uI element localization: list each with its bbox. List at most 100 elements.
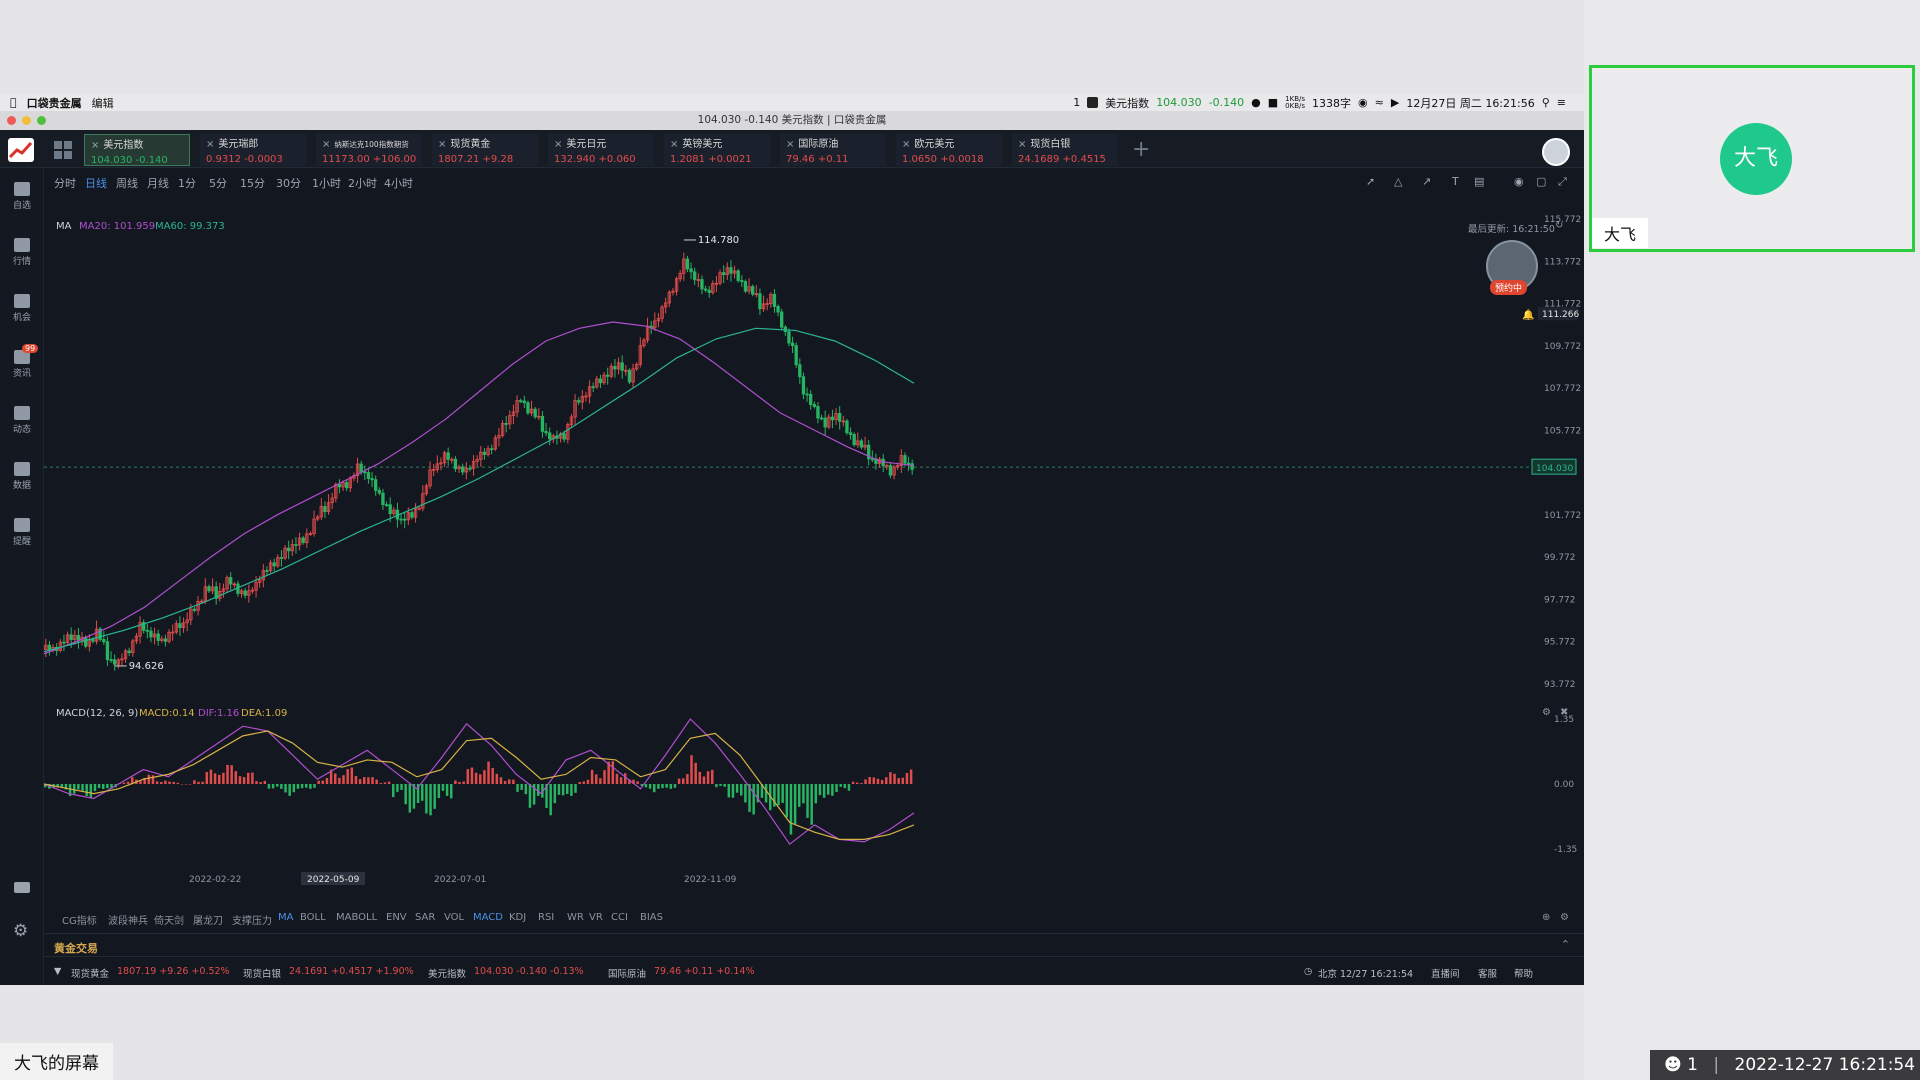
indicator-settings-icon[interactable]: ⚙ xyxy=(1542,707,1551,718)
apple-icon[interactable]:  xyxy=(10,96,17,109)
indicator-gear-icon[interactable]: ⚙ xyxy=(1560,912,1569,923)
indicator-tab[interactable]: CG指标 xyxy=(62,916,97,927)
mic-icon[interactable]: ◉ xyxy=(1358,96,1368,109)
symbol-tab[interactable]: × 现货黄金 1807.21 +9.28 xyxy=(432,134,538,166)
status-item-name[interactable]: 现货黄金 xyxy=(71,969,110,980)
collapse-chevron-icon[interactable]: ⌃ xyxy=(1560,938,1570,951)
settings-gear-icon[interactable]: ⚙ xyxy=(13,921,29,941)
draw-line-icon[interactable]: ➚ xyxy=(1366,175,1376,188)
tab-close-icon[interactable]: × xyxy=(91,140,100,151)
indicator-tab[interactable]: VOL xyxy=(444,912,465,923)
price-chart[interactable]: 115.772 113.772 111.772 109.772 107.772 105.7… xyxy=(44,194,1584,694)
help-link[interactable]: 帮助 xyxy=(1514,969,1534,980)
indicator-close-icon[interactable]: ✖ xyxy=(1560,707,1569,718)
indicator-tab[interactable]: VR xyxy=(589,912,603,923)
indicator-tab[interactable]: BIAS xyxy=(640,912,663,923)
status-item-name[interactable]: 现货白银 xyxy=(243,969,282,980)
symbol-tab[interactable]: × 美元指数 104.030 -0.140 xyxy=(84,134,190,166)
sidebar-item[interactable]: 行情 xyxy=(0,232,44,278)
user-avatar[interactable] xyxy=(1542,138,1570,166)
alert-bell-icon[interactable]: 🔔 xyxy=(1522,309,1534,321)
indicator-tab[interactable]: 支撑压力 xyxy=(232,916,272,927)
trash-icon[interactable]: ▢ xyxy=(1536,175,1547,188)
grid-menu-icon[interactable] xyxy=(54,141,72,159)
indicator-tab[interactable]: 波段神兵 xyxy=(108,916,148,927)
ma-label[interactable]: MA xyxy=(56,221,72,232)
period-tab[interactable]: 4小时 xyxy=(384,177,413,190)
volume-icon[interactable]: ▶ xyxy=(1390,96,1400,109)
macd-chart[interactable]: 1.35 0.00 -1.35 2022-02-22 2022-05-09 2022-07… xyxy=(44,699,1584,889)
indicator-tab[interactable]: WR xyxy=(567,912,584,923)
eye-icon[interactable]: ◉ xyxy=(1514,175,1524,188)
period-tab[interactable]: 月线 xyxy=(147,177,169,190)
sidebar-item[interactable]: 机会 xyxy=(0,288,44,334)
tab-close-icon[interactable]: × xyxy=(554,139,563,150)
period-tab[interactable]: 1小时 xyxy=(312,177,341,190)
trade-section-header[interactable]: 黄金交易 ⌃ xyxy=(44,933,1584,957)
period-tab[interactable]: 15分 xyxy=(240,177,265,190)
layout-icon[interactable]: ▤ xyxy=(1474,175,1485,188)
indicator-tab[interactable]: BOLL xyxy=(300,912,326,923)
symbol-tab[interactable]: × 纳斯达克100指数期货 11173.00 +106.00 xyxy=(316,134,422,166)
indicator-tab[interactable]: MACD xyxy=(473,912,503,923)
control-center-icon[interactable]: ≡ xyxy=(1556,96,1566,109)
period-tab[interactable]: 周线 xyxy=(116,177,138,190)
refresh-icon[interactable]: ↻ xyxy=(1555,220,1564,231)
wifi-icon[interactable]: ≈ xyxy=(1374,96,1384,109)
period-tab[interactable]: 5分 xyxy=(209,177,227,190)
symbol-tab[interactable]: × 美元日元 132.940 +0.060 xyxy=(548,134,654,166)
tab-close-icon[interactable]: × xyxy=(438,139,447,150)
fullscreen-icon[interactable]: ⤢ xyxy=(1558,175,1567,188)
sidebar-item[interactable]: 自选 xyxy=(0,176,44,222)
add-indicator-icon[interactable]: ⊕ xyxy=(1542,912,1551,923)
symbol-tab[interactable]: × 英镑美元 1.2081 +0.0021 xyxy=(664,134,770,166)
sidebar-item[interactable]: 提醒 xyxy=(0,512,44,558)
chart-icon[interactable] xyxy=(1087,97,1099,108)
indicator-tab[interactable]: MABOLL xyxy=(336,912,378,923)
participants-icon[interactable]: ☻ xyxy=(1664,1055,1682,1075)
tab-close-icon[interactable]: × xyxy=(322,139,331,150)
symbol-tab[interactable]: × 美元瑞郎 0.9312 -0.0003 xyxy=(200,134,306,166)
sidebar-item[interactable]: 资讯 99 xyxy=(0,344,44,390)
sidebar-item[interactable]: 数据 xyxy=(0,456,44,502)
menubar-clock[interactable]: 12月27日 周二 16:21:56 xyxy=(1406,96,1535,110)
indicator-tab[interactable]: 屠龙刀 xyxy=(193,916,223,927)
indicator-tab[interactable]: CCI xyxy=(611,912,628,923)
live-badge[interactable]: 预约中 xyxy=(1490,280,1528,295)
symbol-tab[interactable]: × 现货白银 24.1689 +0.4515 xyxy=(1012,134,1118,166)
bell-icon[interactable]: ■ xyxy=(1267,96,1279,109)
menu-app-name[interactable]: 口袋贵金属 xyxy=(20,96,82,110)
indicator-tab[interactable]: RSI xyxy=(538,912,555,923)
period-tab[interactable]: 1分 xyxy=(178,177,196,190)
search-icon[interactable]: ⚲ xyxy=(1541,96,1550,109)
period-tab[interactable]: 分时 xyxy=(54,177,76,190)
tab-close-icon[interactable]: × xyxy=(206,139,215,150)
period-tab[interactable]: 30分 xyxy=(276,177,301,190)
indicator-tab[interactable]: KDJ xyxy=(509,912,527,923)
live-room-link[interactable]: 直播间 xyxy=(1431,969,1460,980)
add-tab-button[interactable]: + xyxy=(1132,137,1151,162)
tab-close-icon[interactable]: × xyxy=(902,139,911,150)
menubar-ticker-name[interactable]: 美元指数 xyxy=(1105,96,1150,110)
tab-close-icon[interactable]: × xyxy=(786,139,795,150)
period-tab[interactable]: 日线 xyxy=(85,177,107,190)
menu-edit[interactable]: 编辑 xyxy=(85,96,114,110)
arrow-tool-icon[interactable]: ↗ xyxy=(1422,175,1432,188)
participant-video-tile[interactable]: 大飞 大飞 xyxy=(1589,65,1915,252)
macd-title[interactable]: MACD(12, 26, 9) xyxy=(56,708,139,719)
close-window-button[interactable] xyxy=(7,116,16,125)
trade-section-title[interactable]: 黄金交易 xyxy=(54,942,98,955)
status-item-name[interactable]: 美元指数 xyxy=(428,969,467,980)
sidebar-item[interactable]: 动态 xyxy=(0,400,44,446)
indicator-tab[interactable]: 倚天剑 xyxy=(154,916,184,927)
symbol-tab[interactable]: × 国际原油 79.46 +0.11 xyxy=(780,134,886,166)
zoom-window-button[interactable] xyxy=(37,116,46,125)
minimize-window-button[interactable] xyxy=(22,116,31,125)
indicator-tab[interactable]: ENV xyxy=(386,912,407,923)
indicator-tab[interactable]: MA xyxy=(278,912,294,923)
service-link[interactable]: 客服 xyxy=(1478,969,1498,980)
shape-icon[interactable]: △ xyxy=(1394,175,1403,188)
wechat-icon[interactable]: ● xyxy=(1251,96,1261,109)
period-tab[interactable]: 2小时 xyxy=(348,177,377,190)
tab-close-icon[interactable]: × xyxy=(670,139,679,150)
